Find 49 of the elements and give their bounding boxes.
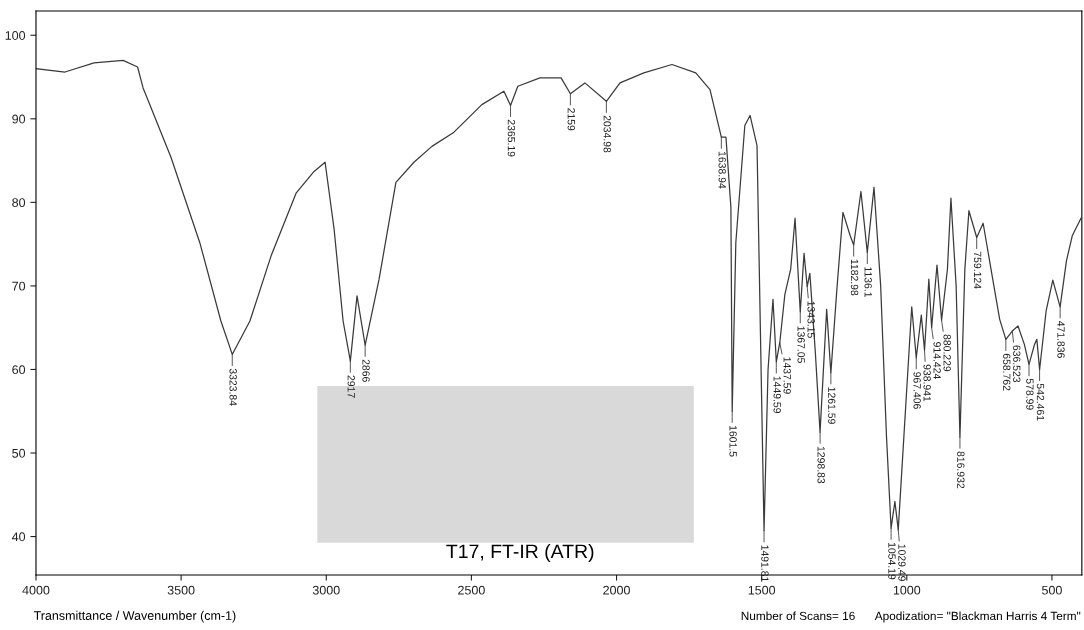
annotation: 578.99 — [1026, 378, 1034, 410]
annotation: 1054.19 — [888, 542, 896, 580]
annotation: 1367.05 — [797, 326, 805, 363]
x-tick-label: 3000 — [312, 585, 340, 595]
annotation: 938.941 — [923, 364, 931, 402]
y-tick-label: 40 — [11, 532, 26, 542]
x-tick-label: 2500 — [458, 585, 485, 595]
annotation: 1029.49 — [898, 544, 906, 581]
annotation: 2034.98 — [603, 115, 611, 153]
text: Apodization= "Blackman Harris 4 Term" — [874, 611, 1081, 623]
annotation: 759.124 — [973, 251, 982, 289]
annotation: 542.461 — [1036, 383, 1045, 421]
x-axis-title: Transmittance / Wavenumber (cm-1) — [33, 610, 236, 623]
annotation: 1638.94 — [718, 151, 726, 189]
y-tick-label: 100 — [5, 31, 26, 40]
x-tick-label: 1500 — [748, 585, 776, 595]
y-tick-label: 70 — [12, 281, 26, 291]
annotation: 1136.1 — [864, 267, 872, 297]
y-tick-label: 80 — [12, 198, 26, 208]
annotation: 471.836 — [1057, 320, 1065, 358]
annotation: 1298.83 — [817, 446, 825, 484]
annotation: 658.762 — [1003, 353, 1011, 391]
annotation: 2365.19 — [507, 119, 516, 157]
annotation: 1343.15 — [807, 301, 815, 338]
annotation: 2917 — [347, 375, 355, 398]
annotation: 2866 — [362, 359, 370, 382]
annotation: 880.229 — [943, 334, 951, 372]
annotation: 1182.98 — [850, 259, 859, 296]
annotation: 636.523 — [1013, 345, 1021, 383]
y-tick-label: 60 — [12, 365, 26, 375]
x-tick-label: 500 — [1042, 585, 1062, 595]
annotation: 1491.81 — [761, 545, 769, 582]
annotation: 2159 — [567, 108, 575, 131]
x-tick-label: 2000 — [603, 585, 630, 595]
y-tick-label: 50 — [12, 448, 26, 458]
x-tick-label: 4000 — [22, 585, 50, 595]
x-tick-label: 1000 — [893, 585, 921, 595]
annotation: 967.406 — [913, 372, 921, 409]
annotation: 3323.84 — [229, 368, 237, 406]
annotation: T17, FT-IR (ATR) — [446, 543, 594, 563]
annotation: 816.932 — [957, 451, 965, 489]
annotation: 1261.59 — [828, 387, 836, 424]
y-tick-label: 90 — [12, 114, 26, 124]
annotation: 1601.5 — [729, 425, 737, 457]
text: Number of Scans= 16 — [741, 611, 855, 621]
annotation: 1449.59 — [773, 376, 781, 413]
x-tick-label: 3500 — [167, 585, 195, 595]
annotation: 914.424 — [933, 342, 941, 379]
annotation: 1437.59 — [783, 357, 791, 394]
